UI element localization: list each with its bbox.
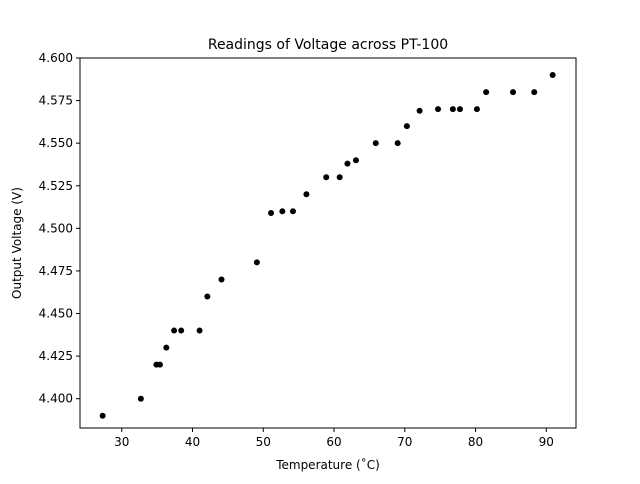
data-point-18 — [352, 157, 359, 164]
data-point-29 — [531, 89, 538, 96]
data-point-10 — [253, 259, 260, 266]
x-tick-label: 70 — [397, 435, 412, 449]
data-point-17 — [344, 160, 351, 167]
plot-frame — [79, 57, 577, 429]
data-point-7 — [196, 327, 203, 334]
y-tick-label: 4.475 — [39, 264, 73, 278]
y-tick-label: 4.525 — [39, 179, 73, 193]
x-tick-label: 30 — [114, 435, 129, 449]
y-tick-label: 4.500 — [39, 221, 73, 235]
data-point-19 — [372, 140, 379, 147]
x-tick-label: 40 — [185, 435, 200, 449]
y-tick-label: 4.600 — [39, 51, 73, 65]
data-point-27 — [483, 89, 490, 96]
data-point-3 — [156, 361, 163, 368]
y-axis-ticks: 4.400 4.425 4.450 4.475 4.500 4.525 4.550 4.575… — [39, 51, 80, 406]
data-point-20 — [394, 140, 401, 147]
data-point-26 — [473, 106, 480, 113]
x-tick-label: 50 — [256, 435, 271, 449]
data-point-15 — [323, 174, 330, 181]
y-tick-label: 4.425 — [39, 349, 73, 363]
y-tick-label: 4.550 — [39, 136, 73, 150]
data-points — [99, 72, 556, 419]
x-tick-label: 90 — [539, 435, 554, 449]
y-tick-label: 4.450 — [39, 307, 73, 321]
data-point-5 — [171, 327, 178, 334]
data-point-13 — [289, 208, 296, 215]
x-tick-label: 60 — [326, 435, 341, 449]
x-axis-label: Temperature (˚C) — [275, 457, 380, 472]
data-point-6 — [178, 327, 185, 334]
x-axis-ticks: 30 40 50 60 70 80 90 — [114, 428, 554, 449]
data-point-16 — [336, 174, 343, 181]
data-point-24 — [449, 106, 456, 113]
data-point-8 — [204, 293, 211, 300]
data-point-30 — [549, 72, 556, 79]
data-point-22 — [416, 107, 423, 114]
data-point-28 — [510, 89, 517, 96]
data-point-9 — [218, 276, 225, 283]
data-point-1 — [137, 395, 144, 402]
y-tick-label: 4.575 — [39, 94, 73, 108]
data-point-0 — [99, 412, 106, 419]
y-axis-label: Output Voltage (V) — [10, 187, 24, 299]
data-point-14 — [303, 191, 310, 198]
data-point-12 — [279, 208, 286, 215]
data-point-21 — [403, 123, 410, 130]
y-tick-label: 4.400 — [39, 392, 73, 406]
data-point-25 — [456, 106, 463, 113]
data-point-11 — [268, 210, 275, 217]
data-point-23 — [435, 106, 442, 113]
chart-title: Readings of Voltage across PT-100 — [208, 37, 448, 53]
x-tick-label: 80 — [468, 435, 483, 449]
data-point-4 — [163, 344, 170, 351]
